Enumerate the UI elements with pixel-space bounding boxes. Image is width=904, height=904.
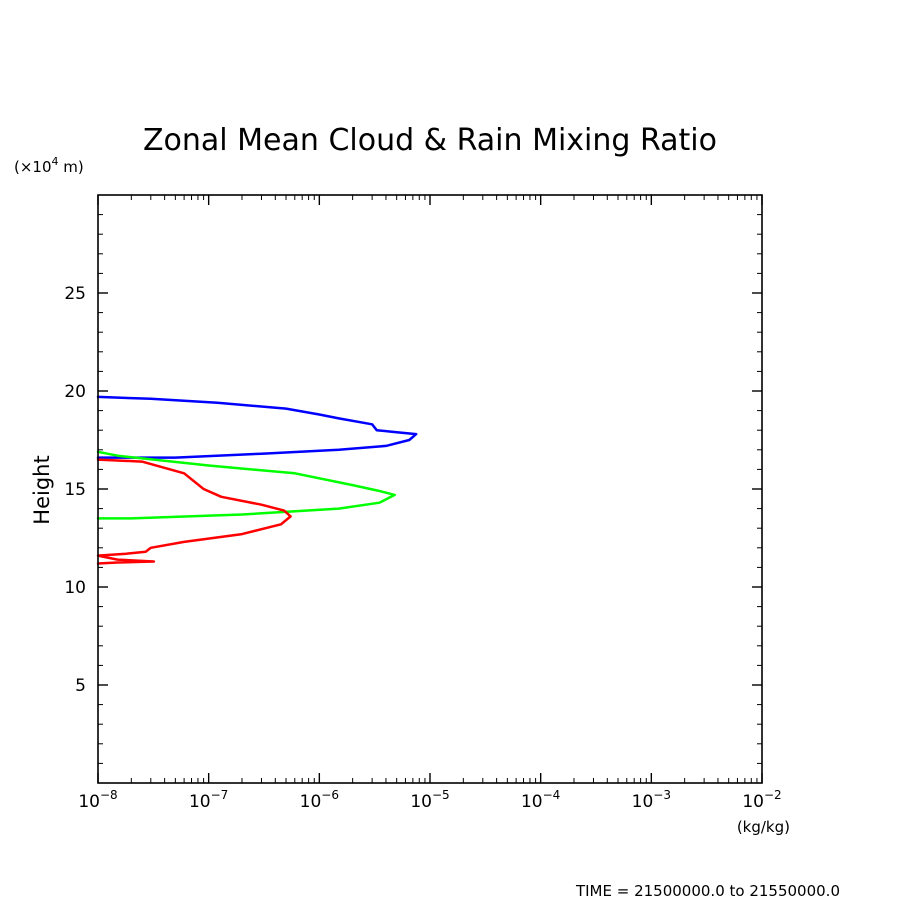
- x-tick-label: 10−8: [78, 788, 117, 812]
- y-tick-label: 5: [75, 676, 86, 696]
- y-tick-label: 25: [64, 284, 86, 304]
- series-line-1: [96, 450, 396, 520]
- y-tick-label: 20: [64, 382, 86, 402]
- y-tick-label: 15: [64, 480, 86, 500]
- x-unit-label: (kg/kg): [737, 818, 790, 836]
- x-tick-label: 10−4: [521, 788, 560, 812]
- series-layer: [96, 395, 418, 565]
- x-tick-label: 10−5: [410, 788, 449, 812]
- series-line-0: [96, 395, 418, 459]
- x-tick-label: 10−3: [632, 788, 671, 812]
- chart-title: Zonal Mean Cloud & Rain Mixing Ratio: [143, 123, 717, 158]
- axis-ticks: 10−8 10−7 10−6 10−5 10−4 10−3 10−2 5 10 15 20 25: [64, 195, 782, 812]
- x-tick-label: 10−6: [300, 788, 339, 812]
- y-tick-label: 10: [64, 578, 86, 598]
- y-axis-label: Height: [30, 455, 54, 524]
- x-tick-label: 10−7: [189, 788, 228, 812]
- time-range-label: TIME = 21500000.0 to 21550000.0: [575, 882, 840, 900]
- series-line-2: [96, 458, 292, 565]
- x-tick-label: 10−2: [742, 788, 781, 812]
- y-unit-label: (×104 m): [14, 155, 84, 176]
- plot-frame: [97, 194, 763, 784]
